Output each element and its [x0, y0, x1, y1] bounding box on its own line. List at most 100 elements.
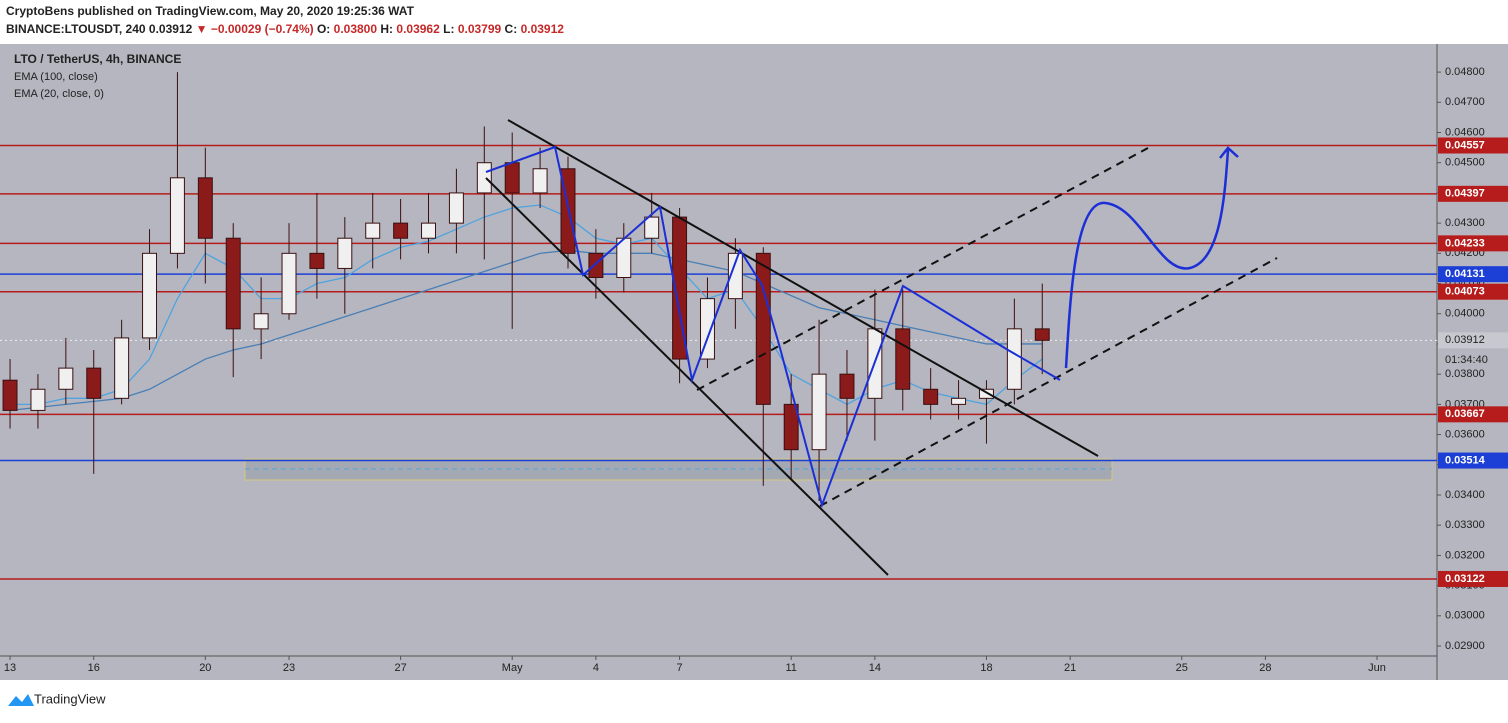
footer-bg [0, 682, 1508, 718]
candle-body [142, 252, 158, 339]
candle-body [197, 177, 213, 239]
y-tick-label: 0.03800 [1445, 368, 1485, 380]
header-field: O: [317, 22, 330, 36]
level-label: 0.03514 [1445, 454, 1486, 466]
candle-body [448, 192, 464, 224]
countdown: 01:34:40 [1445, 354, 1488, 366]
last-price-tag [1438, 332, 1508, 349]
brand: TradingView [34, 691, 106, 706]
candle-body [169, 177, 185, 254]
candle-body [532, 168, 548, 194]
candle-body [365, 222, 381, 239]
x-tick-label: 28 [1259, 662, 1271, 674]
header-field: 0.03962 [396, 22, 440, 36]
y-tick-label: 0.04800 [1445, 66, 1485, 78]
level-label: 0.04131 [1445, 268, 1485, 280]
candle-body [58, 367, 74, 390]
x-tick-label: 13 [4, 662, 16, 674]
y-tick-label: 0.04000 [1445, 308, 1485, 320]
x-tick-label: 27 [394, 662, 406, 674]
level-tag [1438, 283, 1508, 300]
candle-body [476, 162, 492, 194]
level-label: 0.04557 [1445, 139, 1485, 151]
logo [8, 694, 34, 706]
channel-line [819, 257, 1278, 507]
level-tag [1438, 570, 1508, 587]
level-label: 0.04397 [1445, 188, 1485, 200]
header-field: 0.03912 [521, 22, 565, 36]
header-field: BINANCE:LTOUSDT, 240 [6, 22, 146, 36]
candle-body [337, 237, 353, 269]
x-tick-label: 16 [88, 662, 100, 674]
y-tick-label: 0.04200 [1445, 247, 1485, 259]
level-tag [1438, 406, 1508, 423]
x-tick-label: 4 [593, 662, 599, 674]
candle-body [923, 388, 939, 405]
y-tick-label: 0.02900 [1445, 640, 1485, 652]
candle-body [225, 237, 241, 330]
trendline [485, 177, 889, 576]
y-tick-label: 0.04300 [1445, 217, 1485, 229]
header-field: C: [505, 22, 518, 36]
candle-body [253, 313, 269, 330]
chart-title: LTO / TetherUS, 4h, BINANCE [14, 52, 181, 66]
candle-body [895, 328, 911, 390]
x-tick-label: 14 [869, 662, 881, 674]
level-tag [1438, 235, 1508, 252]
x-tick-label: 18 [980, 662, 992, 674]
candle-body [644, 216, 660, 239]
candle-body [811, 373, 827, 451]
last-price-label: 0.03912 [1445, 334, 1485, 346]
legend-entry: EMA (20, close, 0) [14, 88, 104, 100]
plot-bg [0, 44, 1437, 680]
x-tick-label: 25 [1176, 662, 1188, 674]
y-tick-label: 0.04700 [1445, 96, 1485, 108]
x-tick-label: Jun [1368, 662, 1386, 674]
candle-body [755, 252, 771, 405]
zigzag [485, 145, 1061, 509]
header-field: 0.03800 [334, 22, 378, 36]
header-bg [0, 0, 1508, 44]
level-tag [1438, 452, 1508, 469]
candle-body [1034, 328, 1050, 341]
candle-body [2, 379, 18, 411]
candle-body [114, 337, 130, 399]
x-tick-label: 21 [1064, 662, 1076, 674]
level-tag [1438, 266, 1508, 283]
candle-body [978, 388, 994, 399]
y-tick-label: 0.03600 [1445, 428, 1485, 440]
ema-line [9, 249, 1043, 412]
projection [1064, 146, 1239, 369]
header-field: 0.03912 [149, 22, 193, 36]
level-label: 0.03122 [1445, 573, 1485, 585]
legend-entry: EMA (100, close) [14, 71, 98, 83]
x-tick-label: 7 [677, 662, 683, 674]
candle-body [281, 252, 297, 315]
header-field: L: [443, 22, 454, 36]
symbol-row: BINANCE:LTOUSDT, 240 0.03912 ▼ −0.00029 … [6, 22, 564, 36]
header-field: ▼ −0.00029 (−0.74%) [196, 22, 314, 36]
candle-body [839, 373, 855, 399]
candle-body [30, 388, 46, 411]
candle-body [309, 252, 325, 269]
candle-body [783, 403, 799, 451]
candle-body [727, 252, 743, 300]
level-tag [1438, 137, 1508, 154]
candle-body [951, 397, 967, 405]
header-field: 0.03799 [458, 22, 502, 36]
level-tag [1438, 185, 1508, 202]
y-tick-label: 0.04600 [1445, 126, 1485, 138]
y-tick-label: 0.03300 [1445, 519, 1485, 531]
y-tick-label: 0.04500 [1445, 157, 1485, 169]
y-tick-label: 0.03400 [1445, 489, 1485, 501]
x-tick-label: 23 [283, 662, 295, 674]
x-tick-label: 20 [199, 662, 211, 674]
candle-body [700, 298, 715, 360]
level-label: 0.03667 [1445, 408, 1485, 420]
drawings [485, 119, 1278, 576]
header-field: H: [380, 22, 393, 36]
candle-body [421, 222, 436, 239]
candle-body [588, 252, 604, 279]
